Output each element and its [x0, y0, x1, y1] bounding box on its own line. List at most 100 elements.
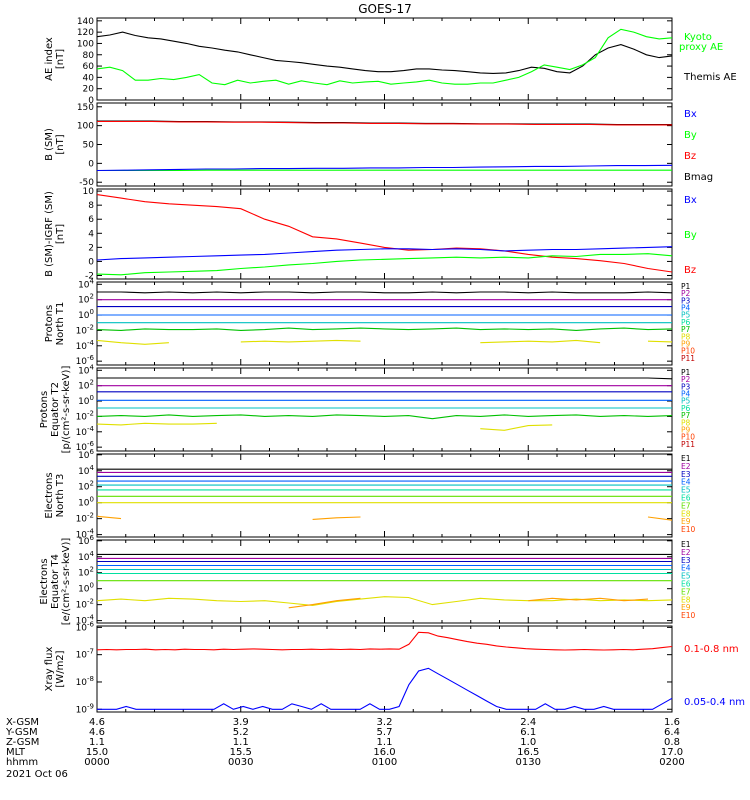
legend-entry: Themis AE	[683, 72, 737, 83]
y-tick-label: 10-4	[76, 339, 95, 352]
y-axis-label: Equator T4	[50, 554, 61, 609]
y-axis-label: [e/(cm²-s-sr-keV)]	[61, 538, 72, 626]
panel-frame	[96, 281, 673, 366]
y-axis-label: [nT]	[55, 49, 66, 69]
series-p1	[97, 291, 673, 294]
panel-frame	[96, 367, 673, 452]
y-axis-label: B (SM)	[44, 128, 55, 161]
y-tick-label: 10-4	[76, 425, 95, 438]
orbit-row-label: X-GSM	[6, 717, 39, 728]
orbit-value: 1.6	[664, 717, 680, 728]
y-tick-label: 10	[83, 187, 95, 197]
channel-label: E8	[681, 509, 691, 518]
orbit-value: 16.5	[517, 747, 539, 758]
channel-label: P2	[681, 375, 691, 384]
panel-frame	[96, 17, 673, 101]
legend-entry: Bz	[684, 265, 696, 276]
series-p1	[97, 377, 673, 380]
series-p7	[96, 414, 673, 420]
legend-entry: By	[684, 230, 697, 241]
channel-label: P6	[681, 404, 691, 413]
channel-label: E9	[681, 603, 691, 612]
y-tick-label: 0	[88, 159, 94, 169]
y-tick-label: 4	[88, 229, 94, 239]
legend-entry: Bx	[684, 195, 697, 206]
panel-frame	[96, 539, 673, 624]
channel-label: E10	[681, 611, 696, 620]
orbit-value: 0.8	[664, 737, 680, 748]
y-axis-label: Electrons	[39, 558, 50, 604]
channel-label: P9	[681, 339, 691, 348]
y-tick-label: 102	[78, 480, 94, 493]
series-0-05-0-4-nm	[97, 667, 673, 710]
series-p8	[96, 339, 673, 345]
series-bx	[96, 246, 673, 261]
y-tick-label: 10-2	[76, 323, 94, 336]
legend-entry: Kyoto	[684, 32, 712, 43]
panel-bigrf: -2 0 2 4 6 8 10 B (SM)-IGRF (SM) [nT] Bx By Bz	[44, 187, 697, 281]
series-e8	[96, 596, 673, 606]
y-axis-label: [nT]	[55, 224, 66, 244]
y-tick-label: 100	[77, 39, 94, 49]
orbit-row-label: Z-GSM	[6, 737, 39, 748]
orbit-value: 6.4	[664, 727, 680, 738]
legend-entry: By	[684, 130, 697, 141]
channel-label: P8	[681, 418, 691, 427]
legend-entry: proxy AE	[679, 42, 723, 53]
channel-label: P11	[681, 354, 695, 363]
channel-label: E8	[681, 595, 691, 604]
channel-label: E6	[681, 494, 691, 503]
series-kyoto-proxy-ae	[96, 28, 673, 86]
channel-label: P7	[681, 325, 691, 334]
y-tick-label: 0	[88, 96, 94, 106]
channel-label: P7	[681, 411, 691, 420]
orbit-value: 4.6	[89, 717, 105, 728]
orbit-value: 4.6	[89, 727, 105, 738]
y-tick-label: 80	[83, 51, 95, 61]
series-e9	[288, 597, 649, 609]
y-axis-label: AE index	[44, 37, 55, 81]
channel-label: P3	[681, 296, 691, 305]
channel-label: P11	[681, 440, 695, 449]
y-axis-label: Protons	[44, 305, 55, 342]
y-tick-label: 104	[78, 550, 94, 563]
channel-label: E2	[681, 462, 691, 471]
legend-entry: Bx	[684, 109, 697, 120]
channel-label: P3	[681, 382, 691, 391]
channel-label: E5	[681, 486, 691, 495]
orbit-value: 2.4	[520, 717, 536, 728]
orbit-value: 3.9	[233, 717, 249, 728]
date-label: 2021 Oct 06	[6, 769, 68, 780]
y-tick-label: 102	[78, 379, 94, 392]
channel-label: E4	[681, 478, 691, 487]
orbit-value: 0030	[228, 757, 253, 768]
legend-entry: Bz	[684, 151, 696, 162]
orbit-value: 5.7	[377, 727, 393, 738]
channel-label: P10	[681, 433, 695, 442]
channel-label: P8	[681, 332, 691, 341]
y-tick-label: 6	[88, 215, 94, 225]
channel-label: E4	[681, 564, 691, 573]
y-tick-label: 10-9	[76, 702, 94, 715]
y-axis-label: North T3	[55, 474, 66, 518]
y-tick-label: 60	[83, 62, 95, 72]
y-tick-label: 120	[77, 28, 94, 38]
y-axis-label: Equator T2	[50, 382, 61, 437]
y-axis-label: B (SM)-IGRF (SM)	[44, 191, 55, 277]
channel-label: E10	[681, 525, 696, 534]
channel-label: P6	[681, 318, 691, 327]
y-tick-label: 2	[88, 243, 94, 253]
orbit-value: 16.0	[373, 747, 395, 758]
channel-label: P5	[681, 397, 691, 406]
channel-label: P1	[681, 282, 691, 291]
y-tick-label: 100	[78, 308, 94, 321]
orbit-value: 0000	[84, 757, 109, 768]
channel-label: P4	[681, 390, 691, 399]
channel-label: E2	[681, 548, 691, 557]
y-tick-label: 10-2	[76, 598, 94, 611]
channel-label: P5	[681, 311, 691, 320]
channel-label: P9	[681, 425, 691, 434]
